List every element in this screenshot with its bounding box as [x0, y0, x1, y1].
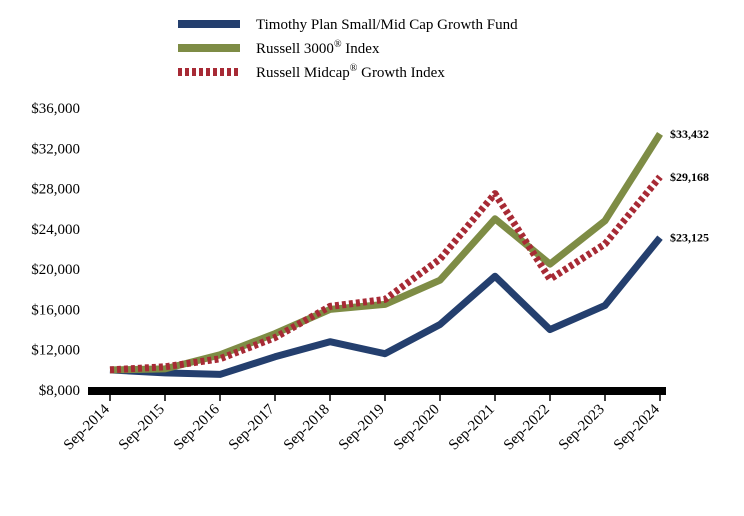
- end-value-label: $33,432: [670, 127, 709, 141]
- series-line-2: [109, 174, 663, 374]
- y-tick-label: $24,000: [31, 222, 80, 238]
- y-tick-label: $16,000: [31, 302, 80, 318]
- x-tick-label: Sep-2014: [61, 401, 113, 453]
- y-tick-label: $20,000: [31, 262, 80, 278]
- x-tick-label: Sep-2022: [501, 402, 553, 454]
- y-tick-label: $28,000: [31, 182, 80, 198]
- x-axis-line: [88, 387, 666, 395]
- legend-label: Russell 3000® Index: [256, 39, 380, 57]
- y-tick-label: $8,000: [39, 383, 80, 399]
- legend-label: Russell Midcap® Growth Index: [256, 63, 445, 81]
- legend-label: Timothy Plan Small/Mid Cap Growth Fund: [256, 17, 518, 33]
- y-tick-label: $12,000: [31, 343, 80, 359]
- x-tick-label: Sep-2017: [226, 401, 278, 453]
- x-tick-label: Sep-2018: [281, 402, 333, 454]
- y-tick-label: $36,000: [31, 101, 80, 117]
- x-tick-label: Sep-2021: [446, 402, 498, 454]
- series-line-0: [109, 235, 663, 378]
- x-tick-label: Sep-2016: [171, 401, 223, 453]
- x-tick-label: Sep-2015: [116, 402, 168, 454]
- x-tick-label: Sep-2024: [611, 401, 663, 453]
- x-tick-label: Sep-2020: [391, 402, 443, 454]
- series-line-1: [109, 132, 663, 374]
- x-tick-label: Sep-2019: [336, 402, 388, 454]
- end-value-label: $23,125: [670, 231, 709, 245]
- x-tick-label: Sep-2023: [556, 402, 608, 454]
- end-value-label: $29,168: [670, 170, 709, 184]
- y-tick-label: $32,000: [31, 141, 80, 157]
